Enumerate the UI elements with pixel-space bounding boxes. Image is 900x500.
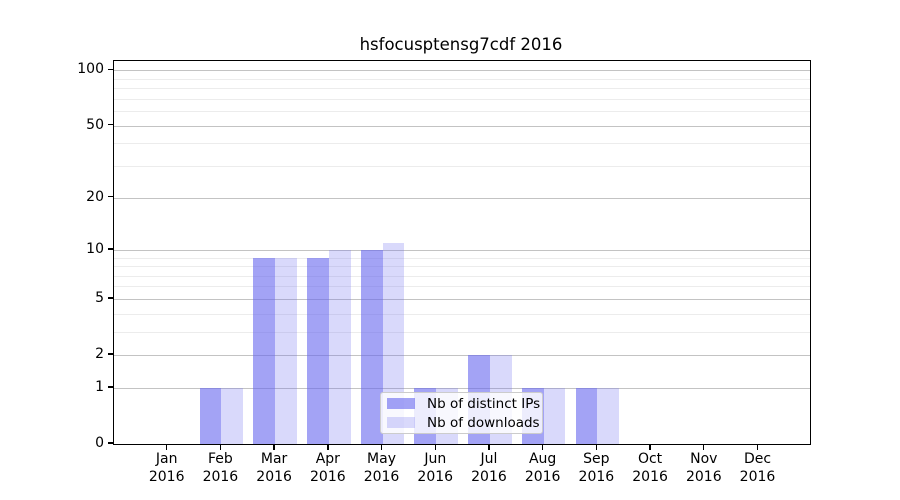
- gridline-minor-4: [114, 313, 810, 315]
- y-tick-mark-2: [108, 353, 113, 355]
- y-tick-label-2: 2: [95, 346, 104, 363]
- gridline-minor-60: [114, 111, 810, 113]
- gridline-minor-40: [114, 143, 810, 145]
- bar-distinct-ips-mar: [253, 257, 276, 444]
- gridline-major-1: [114, 387, 810, 389]
- gridline-minor-7: [114, 275, 810, 277]
- x-tick-label-oct: Oct 2016: [632, 451, 668, 485]
- x-tick-mark-feb: [219, 444, 222, 450]
- x-tick-label-jul: Jul 2016: [471, 451, 507, 485]
- grid-layer: [114, 61, 810, 444]
- x-tick-mark-may: [380, 444, 383, 450]
- gridline-minor-8: [114, 266, 810, 268]
- bar-distinct-ips-feb: [199, 387, 222, 444]
- legend: Nb of distinct IPs Nb of downloads: [380, 392, 543, 434]
- legend-label-downloads: Nb of downloads: [427, 414, 540, 431]
- x-tick-label-feb: Feb 2016: [202, 451, 239, 485]
- gridline-major-50: [114, 125, 810, 127]
- legend-row-downloads: Nb of downloads: [387, 414, 540, 431]
- bar-downloads-feb: [221, 387, 244, 444]
- y-tick-mark-100: [108, 68, 113, 71]
- gridline-major-20: [114, 197, 810, 199]
- plot-area: Nb of distinct IPs Nb of downloads: [113, 60, 811, 445]
- gridline-minor-80: [114, 88, 810, 90]
- y-tick-mark-20: [108, 195, 113, 198]
- gridline-major-2: [114, 355, 810, 357]
- bars-layer: [114, 61, 810, 444]
- gridline-major-10: [114, 249, 810, 251]
- bar-downloads-aug: [543, 387, 566, 444]
- x-tick-mark-oct: [649, 444, 651, 450]
- x-tick-mark-aug: [541, 444, 544, 450]
- x-tick-mark-jan: [166, 444, 168, 450]
- y-tick-mark-5: [108, 297, 113, 299]
- gridline-major-100: [114, 70, 810, 72]
- bar-downloads-sep: [597, 387, 620, 444]
- x-tick-label-jun: Jun 2016: [417, 451, 454, 485]
- y-tick-label-1: 1: [95, 378, 104, 395]
- gridline-minor-6: [114, 286, 810, 288]
- bar-distinct-ips-may: [360, 249, 383, 444]
- gridline-minor-70: [114, 98, 810, 100]
- legend-row-distinct-ips: Nb of distinct IPs: [387, 395, 540, 412]
- x-tick-label-dec: Dec 2016: [739, 451, 776, 485]
- y-tick-label-0: 0: [95, 435, 104, 451]
- x-tick-label-apr: Apr 2016: [310, 451, 346, 485]
- y-tick-label-50: 50: [86, 116, 104, 133]
- chart-title: hsfocusptensg7cdf 2016: [359, 35, 563, 54]
- gridline-minor-9: [114, 257, 810, 259]
- x-tick-mark-jul: [488, 444, 490, 450]
- x-tick-label-nov: Nov 2016: [685, 451, 722, 485]
- x-tick-mark-nov: [703, 444, 705, 450]
- gridline-minor-3: [114, 331, 810, 333]
- y-tick-mark-10: [108, 248, 113, 250]
- x-tick-mark-jun: [434, 444, 436, 450]
- x-tick-mark-sep: [595, 444, 598, 450]
- legend-swatch-downloads: [387, 417, 415, 428]
- y-tick-mark-1: [108, 386, 113, 388]
- y-tick-mark-0: [108, 442, 113, 444]
- gridline-minor-90: [114, 78, 810, 80]
- gridline-minor-30: [114, 166, 810, 167]
- y-tick-mark-50: [108, 124, 113, 126]
- x-tick-label-mar: Mar 2016: [256, 451, 292, 485]
- legend-swatch-distinct-ips: [387, 398, 415, 409]
- y-tick-label-10: 10: [86, 240, 104, 257]
- legend-label-distinct-ips: Nb of distinct IPs: [427, 395, 541, 412]
- x-tick-mark-dec: [756, 444, 759, 450]
- bar-distinct-ips-sep: [575, 387, 598, 444]
- gridline-major-5: [114, 298, 810, 300]
- x-tick-label-jan: Jan 2016: [148, 451, 185, 485]
- y-tick-label-5: 5: [95, 289, 104, 306]
- y-tick-label-20: 20: [86, 188, 104, 205]
- bar-distinct-ips-apr: [307, 257, 329, 444]
- x-tick-mark-apr: [327, 444, 329, 450]
- bar-downloads-apr: [328, 249, 351, 444]
- x-tick-label-aug: Aug 2016: [524, 451, 561, 485]
- x-tick-label-sep: Sep 2016: [578, 451, 615, 485]
- x-tick-label-may: May 2016: [363, 451, 400, 485]
- x-tick-mark-mar: [273, 444, 275, 450]
- bar-downloads-mar: [275, 257, 297, 444]
- y-tick-label-100: 100: [77, 61, 104, 78]
